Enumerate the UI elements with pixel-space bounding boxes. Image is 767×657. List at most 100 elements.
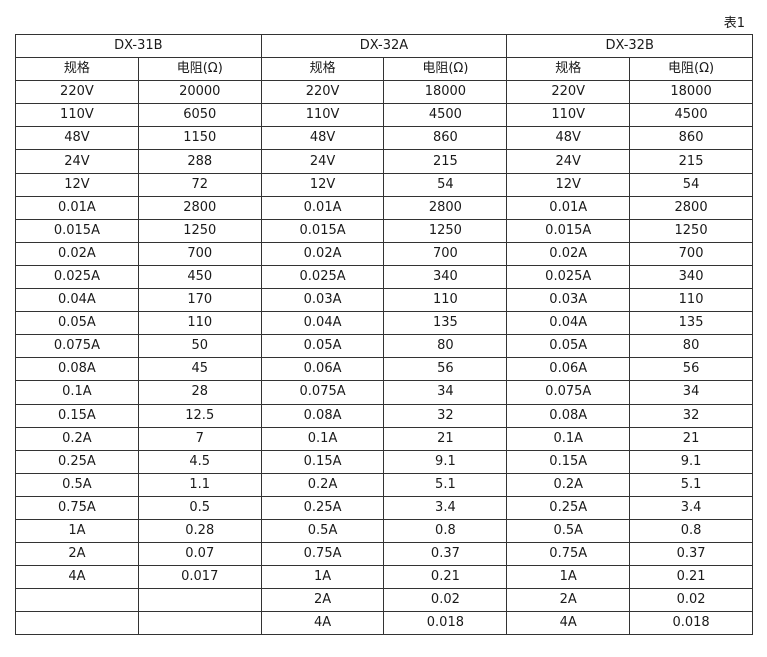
spec-cell: 0.15A [15, 403, 139, 428]
table-row: 0.08A 45 0.06A 56 0.06A 56 [15, 357, 753, 382]
group-header: DX-31B [15, 33, 262, 59]
spec-cell: 0.5A [506, 518, 631, 544]
spec-cell: 0.075A [260, 380, 385, 405]
column-header: 电阻(Ω) [383, 57, 508, 82]
spec-cell: 0.04A [260, 311, 385, 336]
resistance-cell: 5.1 [629, 472, 753, 497]
resistance-cell: 3.4 [383, 495, 508, 520]
resistance-cell: 700 [383, 241, 508, 266]
spec-cell: 0.2A [15, 426, 139, 451]
table-row: 12V 72 12V 54 12V 54 [15, 172, 753, 197]
spec-cell: 0.5A [15, 472, 139, 497]
resistance-cell: 80 [383, 334, 508, 359]
resistance-cell: 56 [629, 357, 753, 382]
spec-cell: 2A [15, 542, 139, 567]
resistance-cell: 4500 [629, 103, 753, 128]
resistance-cell: 54 [629, 172, 753, 197]
table-row: 0.015A 1250 0.015A 1250 0.015A 1250 [15, 218, 753, 243]
spec-cell: 0.25A [260, 495, 385, 520]
resistance-cell: 0.018 [383, 611, 508, 636]
resistance-cell: 110 [383, 288, 508, 313]
resistance-cell: 135 [629, 311, 753, 336]
spec-cell: 0.015A [15, 218, 139, 243]
spec-cell: 4A [506, 611, 631, 636]
resistance-cell: 0.8 [383, 518, 508, 544]
resistance-cell: 1150 [137, 126, 262, 151]
resistance-cell: 860 [629, 126, 753, 151]
table-row: 0.025A 450 0.025A 340 0.025A 340 [15, 264, 753, 290]
resistance-cell: 700 [629, 241, 753, 266]
spec-cell: 0.015A [506, 218, 631, 243]
spec-cell [15, 611, 139, 636]
resistance-cell: 5.1 [383, 472, 508, 497]
spec-cell [15, 588, 139, 613]
resistance-cell: 32 [383, 403, 508, 428]
spec-cell: 0.25A [506, 495, 631, 520]
resistance-cell: 20000 [137, 80, 262, 105]
group-header-row: DX-31B DX-32A DX-32B [15, 33, 753, 59]
resistance-cell: 54 [383, 172, 508, 197]
spec-cell: 24V [506, 149, 631, 174]
spec-cell: 0.06A [506, 357, 631, 382]
resistance-cell: 1.1 [137, 472, 262, 497]
table-row: 0.15A 12.5 0.08A 32 0.08A 32 [15, 403, 753, 428]
resistance-table: DX-31B DX-32A DX-32B 规格 电阻(Ω) 规格 电阻(Ω) 规… [15, 33, 753, 636]
resistance-cell: 0.21 [629, 565, 753, 590]
resistance-cell: 0.37 [383, 542, 508, 567]
spec-cell: 110V [506, 103, 631, 128]
resistance-cell: 0.21 [383, 565, 508, 590]
spec-cell: 0.08A [260, 403, 385, 428]
resistance-cell: 9.1 [629, 449, 753, 474]
spec-cell: 0.2A [506, 472, 631, 497]
resistance-cell: 0.02 [383, 588, 508, 613]
resistance-cell: 0.018 [629, 611, 753, 636]
table-row: 0.25A 4.5 0.15A 9.1 0.15A 9.1 [15, 449, 753, 474]
spec-cell: 0.075A [15, 334, 139, 359]
resistance-cell: 215 [629, 149, 753, 174]
resistance-cell [137, 588, 262, 613]
spec-cell: 110V [260, 103, 385, 128]
resistance-cell: 288 [137, 149, 262, 174]
spec-cell: 0.01A [506, 195, 631, 220]
resistance-cell: 1250 [383, 218, 508, 243]
spec-cell: 220V [15, 80, 139, 105]
resistance-cell: 860 [383, 126, 508, 151]
resistance-cell: 110 [629, 288, 753, 313]
spec-cell: 0.75A [506, 542, 631, 567]
spec-cell: 110V [15, 103, 139, 128]
spec-cell: 48V [15, 126, 139, 151]
spec-cell: 0.03A [506, 288, 631, 313]
resistance-cell: 18000 [383, 80, 508, 105]
table-row: 4A 0.017 1A 0.21 1A 0.21 [15, 565, 753, 590]
spec-cell: 0.1A [260, 426, 385, 451]
spec-cell: 0.06A [260, 357, 385, 382]
spec-cell: 0.05A [15, 311, 139, 336]
resistance-cell: 4.5 [137, 449, 262, 474]
spec-cell: 0.15A [260, 449, 385, 474]
spec-cell: 0.04A [506, 311, 631, 336]
table-row: 220V 20000 220V 18000 220V 18000 [15, 80, 753, 105]
table-row: 0.5A 1.1 0.2A 5.1 0.2A 5.1 [15, 472, 753, 497]
table-row: 0.02A 700 0.02A 700 0.02A 700 [15, 241, 753, 266]
spec-cell: 0.025A [260, 264, 385, 290]
resistance-cell: 21 [629, 426, 753, 451]
spec-cell: 4A [15, 565, 139, 590]
spec-cell: 48V [260, 126, 385, 151]
table-row: 0.04A 170 0.03A 110 0.03A 110 [15, 288, 753, 313]
resistance-cell: 0.017 [137, 565, 262, 590]
spec-cell: 12V [260, 172, 385, 197]
table-row: 2A 0.07 0.75A 0.37 0.75A 0.37 [15, 542, 753, 567]
spec-cell: 0.025A [506, 264, 631, 290]
spec-cell: 0.01A [260, 195, 385, 220]
spec-cell: 2A [506, 588, 631, 613]
resistance-cell: 50 [137, 334, 262, 359]
spec-cell: 0.25A [15, 449, 139, 474]
spec-cell: 0.02A [15, 241, 139, 266]
group-header: DX-32A [260, 33, 508, 59]
spec-cell: 0.025A [15, 264, 139, 290]
resistance-cell: 340 [629, 264, 753, 290]
column-header: 电阻(Ω) [137, 57, 262, 82]
resistance-cell: 2800 [629, 195, 753, 220]
resistance-cell: 72 [137, 172, 262, 197]
resistance-cell: 56 [383, 357, 508, 382]
